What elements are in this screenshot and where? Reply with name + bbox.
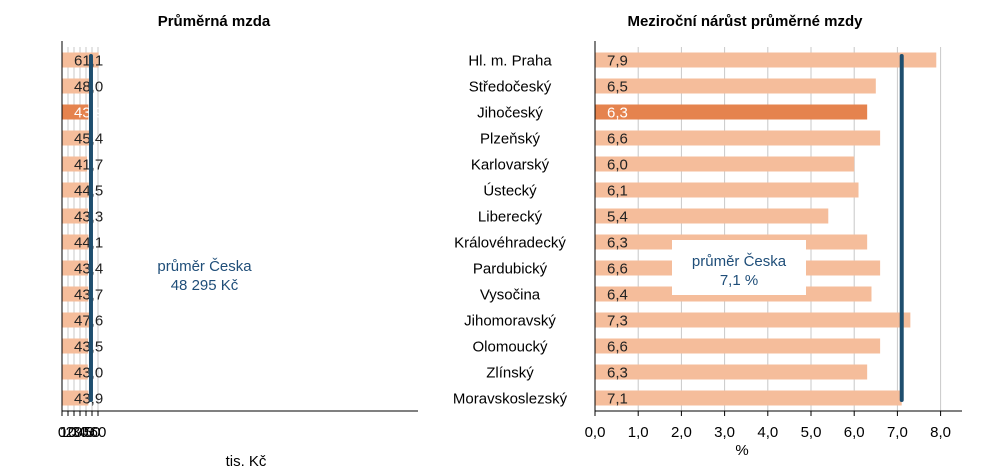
category-label: Moravskoslezský bbox=[453, 391, 568, 408]
bar bbox=[595, 130, 881, 146]
bar-value-label: 7,9 bbox=[607, 53, 628, 70]
bar bbox=[595, 104, 868, 120]
bar bbox=[595, 182, 859, 198]
bar-value-label: 43,9 bbox=[74, 391, 103, 408]
bar-value-label: 7,3 bbox=[607, 313, 628, 330]
bar-value-label: 43,0 bbox=[74, 365, 103, 382]
bar-value-label: 6,6 bbox=[607, 261, 628, 278]
bar bbox=[62, 104, 89, 120]
chart-left: Průměrná mzda 61,1 48,0 43,9 45,4 41,7 44,5 43,… bbox=[58, 13, 418, 470]
x-tick-label: 0,0 bbox=[585, 424, 606, 441]
bar-value-label: 43,7 bbox=[74, 287, 103, 304]
category-label: Olomoucký bbox=[472, 339, 548, 356]
bar-value-label: 6,3 bbox=[607, 235, 628, 252]
bar bbox=[595, 156, 855, 172]
average-annotation-box bbox=[137, 245, 272, 300]
bar-value-label: 6,4 bbox=[607, 287, 628, 304]
bar-value-label: 44,5 bbox=[74, 183, 103, 200]
bar-value-label: 6,0 bbox=[607, 157, 628, 174]
x-tick-label: 6,0 bbox=[844, 424, 865, 441]
bar-value-label: 6,6 bbox=[607, 339, 628, 356]
chart-title: Průměrná mzda bbox=[158, 13, 271, 30]
category-label: Liberecký bbox=[478, 209, 543, 226]
x-tick-label: 3,0 bbox=[714, 424, 735, 441]
bar bbox=[595, 364, 868, 380]
bar bbox=[595, 390, 902, 406]
bar-value-label: 61,1 bbox=[74, 53, 103, 70]
x-tick-label: 0 bbox=[58, 424, 66, 441]
bar-value-label: 45,4 bbox=[74, 131, 103, 148]
category-label: Jihomoravský bbox=[464, 313, 556, 330]
bar-value-label: 6,1 bbox=[607, 183, 628, 200]
x-tick-label: 2,0 bbox=[671, 424, 692, 441]
bar bbox=[595, 78, 876, 94]
bar bbox=[62, 286, 89, 302]
bar bbox=[62, 182, 89, 198]
category-label: Vysočina bbox=[480, 287, 541, 304]
bar-value-label: 6,3 bbox=[607, 105, 628, 122]
average-annotation-text: průměr Česka bbox=[692, 253, 787, 270]
x-tick-label: 30 bbox=[72, 424, 89, 441]
category-label: Jihočeský bbox=[477, 105, 543, 122]
x-tick-label: 20 bbox=[66, 424, 83, 441]
x-tick-label: 1,0 bbox=[628, 424, 649, 441]
bar bbox=[595, 312, 911, 328]
bar-value-label: 5,4 bbox=[607, 209, 628, 226]
x-tick-label: 50 bbox=[84, 424, 101, 441]
bar bbox=[595, 52, 937, 68]
bar-value-label: 47,6 bbox=[74, 313, 103, 330]
category-label: Královéhradecký bbox=[454, 235, 566, 252]
chart-title: Meziroční nárůst průměrné mzdy bbox=[627, 13, 863, 30]
bar-value-label: 6,6 bbox=[607, 131, 628, 148]
bar-value-label: 7,1 bbox=[607, 391, 628, 408]
bar-value-label: 48,0 bbox=[74, 79, 103, 96]
category-label: Hl. m. Praha bbox=[468, 53, 552, 70]
bar bbox=[62, 156, 88, 172]
bar-value-label: 43,3 bbox=[74, 209, 103, 226]
x-axis-label: % bbox=[735, 442, 748, 459]
average-annotation-text: průměr Česka bbox=[157, 258, 252, 275]
x-tick-label: 4,0 bbox=[757, 424, 778, 441]
bar bbox=[62, 364, 88, 380]
x-tick-label: 7,0 bbox=[887, 424, 908, 441]
x-tick-label: 5,0 bbox=[801, 424, 822, 441]
bar-value-label: 43,9 bbox=[74, 105, 103, 122]
bar-value-label: 6,5 bbox=[607, 79, 628, 96]
bar bbox=[62, 260, 89, 276]
category-label: Ústecký bbox=[483, 183, 537, 200]
category-label: Středočeský bbox=[469, 79, 552, 96]
average-annotation-text: 7,1 % bbox=[720, 272, 758, 289]
average-annotation-box bbox=[672, 240, 806, 295]
bar bbox=[62, 130, 90, 146]
bar bbox=[62, 312, 91, 328]
bar-value-label: 43,4 bbox=[74, 261, 103, 278]
x-tick-label: 10 bbox=[60, 424, 77, 441]
x-tick-label: 40 bbox=[78, 424, 95, 441]
bar bbox=[595, 338, 881, 354]
bar bbox=[62, 338, 89, 354]
bar bbox=[595, 208, 829, 224]
bar-value-label: 41,7 bbox=[74, 157, 103, 174]
category-label: Karlovarský bbox=[471, 157, 550, 174]
x-axis-label: tis. Kč bbox=[226, 453, 267, 470]
category-label: Zlínský bbox=[486, 365, 534, 382]
bar-value-label: 43,5 bbox=[74, 339, 103, 356]
x-tick-label: 8,0 bbox=[930, 424, 951, 441]
category-label: Plzeňský bbox=[480, 131, 541, 148]
category-label: Pardubický bbox=[473, 261, 548, 278]
bar bbox=[62, 78, 91, 94]
chart-right: Meziroční nárůst průměrné mzdy 7,9 Hl. m. … bbox=[453, 13, 962, 459]
bar bbox=[62, 208, 88, 224]
average-annotation-text: 48 295 Kč bbox=[171, 277, 239, 294]
bar-value-label: 6,3 bbox=[607, 365, 628, 382]
bar-value-label: 44,1 bbox=[74, 235, 103, 252]
bar bbox=[62, 390, 89, 406]
bar bbox=[62, 234, 89, 250]
x-tick-label: 60 bbox=[90, 424, 107, 441]
